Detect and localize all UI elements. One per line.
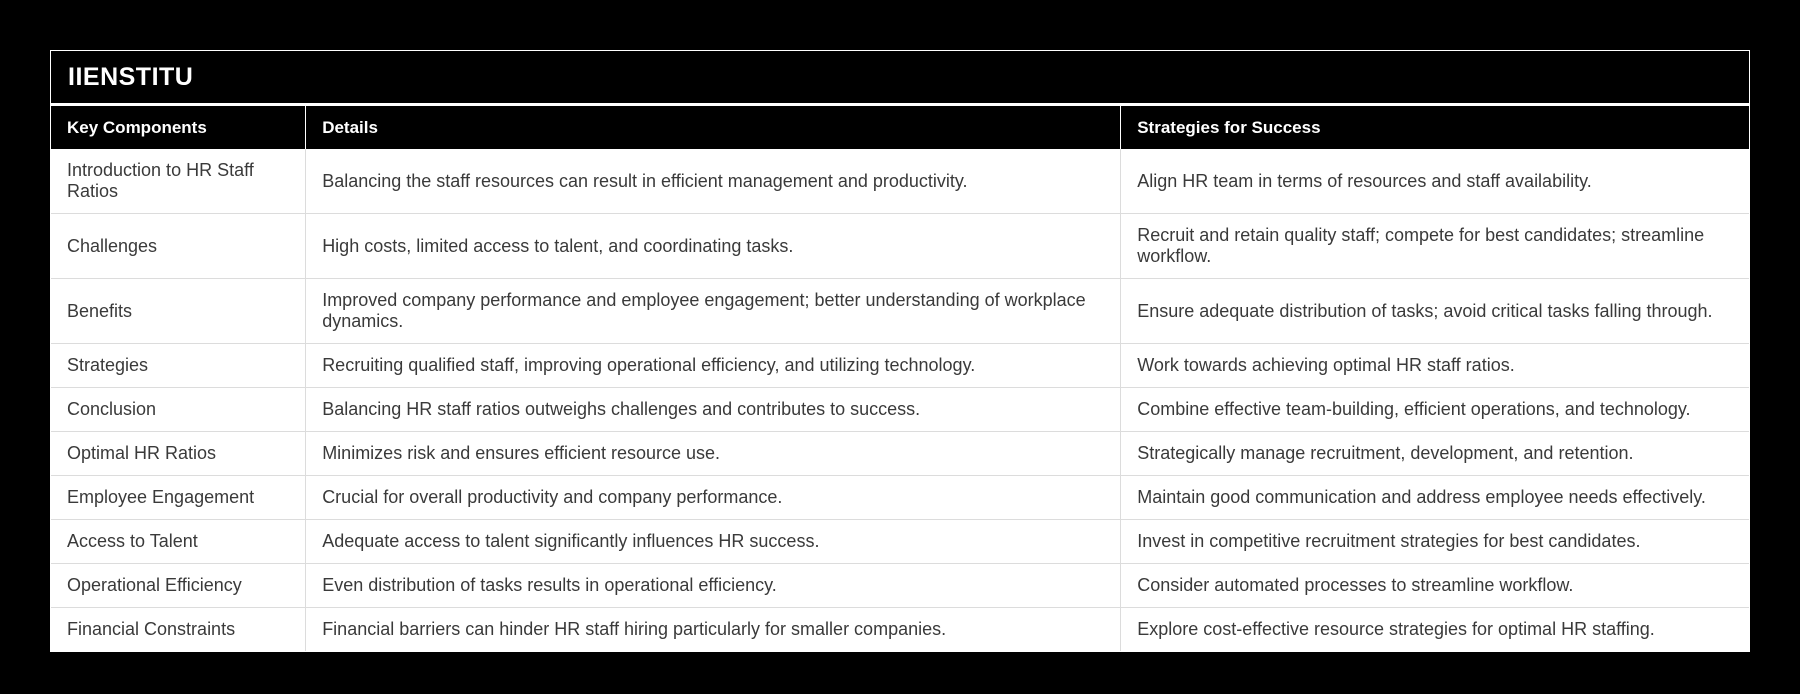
brand-title: IIENSTITU	[51, 51, 1749, 106]
details-cell: Even distribution of tasks results in op…	[305, 563, 1121, 608]
table-row: Strategies Recruiting qualified staff, im…	[51, 343, 1749, 388]
key-component-cell: Conclusion	[51, 387, 306, 432]
strategy-cell: Work towards achieving optimal HR staff …	[1120, 343, 1749, 388]
details-cell: Minimizes risk and ensures efficient res…	[305, 431, 1121, 476]
details-cell: High costs, limited access to talent, an…	[305, 213, 1121, 279]
table-row: Introduction to HR Staff Ratios Balancing…	[51, 149, 1749, 214]
details-cell: Balancing the staff resources can result…	[305, 149, 1121, 214]
hr-staff-ratios-table: Key Components Details Strategies for Su…	[51, 106, 1749, 651]
key-component-cell: Employee Engagement	[51, 475, 306, 520]
table-body: Introduction to HR Staff Ratios Balancing…	[51, 149, 1749, 651]
table-row: Access to Talent Adequate access to talen…	[51, 519, 1749, 564]
key-component-cell: Operational Efficiency	[51, 563, 306, 608]
strategy-cell: Combine effective team-building, efficie…	[1120, 387, 1749, 432]
header-row: Key Components Details Strategies for Su…	[51, 106, 1749, 149]
table-row: Challenges High costs, limited access to …	[51, 213, 1749, 279]
key-component-cell: Introduction to HR Staff Ratios	[51, 149, 306, 214]
column-header-strategies-for-success: Strategies for Success	[1120, 106, 1749, 149]
table-row: Optimal HR Ratios Minimizes risk and ensu…	[51, 431, 1749, 476]
strategy-cell: Maintain good communication and address …	[1120, 475, 1749, 520]
key-component-cell: Challenges	[51, 213, 306, 279]
details-cell: Improved company performance and employe…	[305, 278, 1121, 344]
strategy-cell: Explore cost-effective resource strategi…	[1120, 607, 1749, 651]
strategy-cell: Strategically manage recruitment, develo…	[1120, 431, 1749, 476]
key-component-cell: Strategies	[51, 343, 306, 388]
strategy-cell: Consider automated processes to streamli…	[1120, 563, 1749, 608]
table-row: Employee Engagement Crucial for overall p…	[51, 475, 1749, 520]
details-cell: Adequate access to talent significantly …	[305, 519, 1121, 564]
strategy-cell: Ensure adequate distribution of tasks; a…	[1120, 278, 1749, 344]
details-cell: Crucial for overall productivity and com…	[305, 475, 1121, 520]
key-component-cell: Access to Talent	[51, 519, 306, 564]
key-component-cell: Financial Constraints	[51, 607, 306, 651]
column-header-details: Details	[305, 106, 1121, 149]
strategy-cell: Invest in competitive recruitment strate…	[1120, 519, 1749, 564]
details-cell: Recruiting qualified staff, improving op…	[305, 343, 1121, 388]
table-header: Key Components Details Strategies for Su…	[51, 106, 1749, 149]
strategy-cell: Align HR team in terms of resources and …	[1120, 149, 1749, 214]
column-header-key-components: Key Components	[51, 106, 306, 149]
details-cell: Financial barriers can hinder HR staff h…	[305, 607, 1121, 651]
key-component-cell: Benefits	[51, 278, 306, 344]
strategy-cell: Recruit and retain quality staff; compet…	[1120, 213, 1749, 279]
details-cell: Balancing HR staff ratios outweighs chal…	[305, 387, 1121, 432]
key-component-cell: Optimal HR Ratios	[51, 431, 306, 476]
table-row: Conclusion Balancing HR staff ratios outw…	[51, 387, 1749, 432]
table-row: Benefits Improved company performance and…	[51, 278, 1749, 344]
table-card: IIENSTITU Key Components Details Strateg…	[50, 50, 1750, 652]
table-row: Financial Constraints Financial barriers …	[51, 607, 1749, 651]
table-row: Operational Efficiency Even distribution …	[51, 563, 1749, 608]
